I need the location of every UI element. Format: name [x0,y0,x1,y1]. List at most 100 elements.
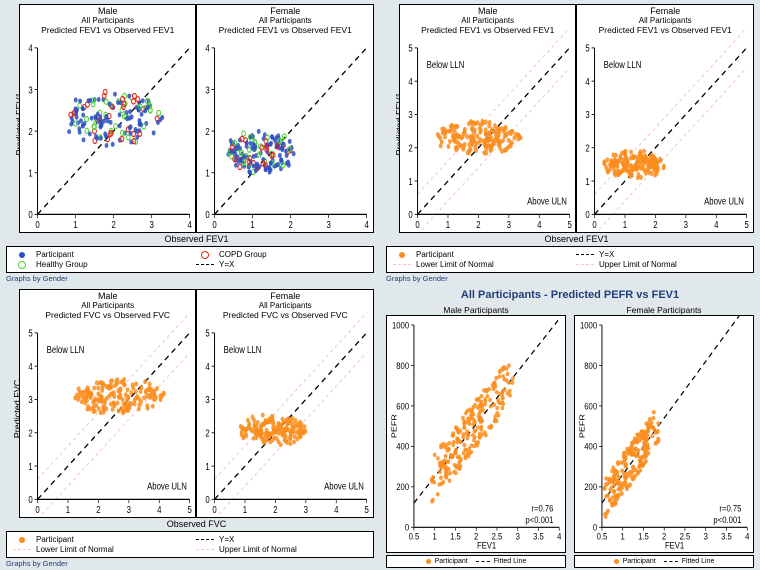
svg-text:4: 4 [206,361,210,372]
legend-item: Lower Limit of Normal [393,260,564,269]
svg-text:400: 400 [584,441,597,452]
bl-note: Graphs by Gender [6,559,374,568]
svg-text:800: 800 [396,360,409,371]
svg-text:3: 3 [28,394,32,405]
svg-text:4: 4 [206,43,210,54]
legend-item: Y=X [196,260,367,269]
svg-text:1: 1 [586,176,590,187]
svg-text:PEFR: PEFR [577,414,586,438]
svg-text:2: 2 [274,504,278,515]
subplot: MaleAll ParticipantsPredicted FEV1 vs Ob… [399,4,577,233]
legend-label: Y=X [219,535,234,544]
svg-text:3: 3 [127,504,131,515]
br-title: All Participants - Predicted PEFR vs FEV… [386,289,754,301]
subplot: FemaleAll ParticipantsPredicted FEV1 vs … [576,4,754,233]
svg-text:1: 1 [243,504,247,515]
svg-text:1: 1 [206,168,210,179]
svg-text:3.5: 3.5 [721,531,732,542]
svg-text:1: 1 [28,168,32,179]
svg-text:Above ULN: Above ULN [705,195,745,206]
legend-item: Upper Limit of Normal [576,260,747,269]
svg-text:1: 1 [28,461,32,472]
svg-text:4: 4 [335,504,339,515]
svg-text:0: 0 [35,504,39,515]
subplot: FemaleAll ParticipantsPredicted FVC vs O… [196,289,374,518]
svg-text:4: 4 [537,219,541,230]
svg-text:0: 0 [35,219,39,230]
br-subpanel-title: Female Participants [574,305,754,315]
svg-text:4: 4 [557,531,562,542]
tr-legend: Participant Y=X Lower Limit of Normal Upper… [386,246,754,273]
svg-text:4: 4 [28,361,32,372]
subplot: FemaleAll ParticipantsPredicted FEV1 vs … [196,4,374,233]
svg-text:5: 5 [408,43,412,54]
svg-text:1: 1 [446,219,450,230]
subplot: MaleAll ParticipantsPredicted FEV1 vs Ob… [19,4,197,233]
svg-text:3: 3 [516,531,521,542]
svg-text:3: 3 [28,84,32,95]
tl-legend: Participant COPD Group Healthy Group Y=X [6,246,374,273]
svg-text:1.5: 1.5 [450,531,461,542]
svg-text:2: 2 [96,504,100,515]
svg-text:Below LLN: Below LLN [224,344,262,355]
svg-text:4: 4 [187,219,191,230]
br-subplot: 0.511.522.533.5402004006008001000r=0.76p… [386,315,566,553]
svg-text:2: 2 [28,428,32,439]
svg-text:5: 5 [745,219,749,230]
svg-text:PEFR: PEFR [389,414,398,438]
svg-text:5: 5 [28,328,32,339]
svg-text:2: 2 [289,219,293,230]
svg-text:4: 4 [28,43,32,54]
svg-text:5: 5 [567,219,571,230]
svg-text:600: 600 [396,401,409,412]
legend-label: Upper Limit of Normal [219,545,297,554]
legend-label: Participant [416,250,454,259]
svg-text:1: 1 [251,219,255,230]
tl-xlabel: Observed FEV1 [19,234,374,244]
svg-text:1: 1 [623,219,627,230]
svg-text:2: 2 [476,219,480,230]
svg-text:r=0.75: r=0.75 [719,503,741,514]
br-subplot: 0.511.522.533.5402004006008001000r=0.75p… [574,315,754,553]
br-small-legend: ParticipantFitted Line [574,555,754,568]
svg-text:4: 4 [586,76,590,87]
legend-label: Participant [36,535,74,544]
legend-label: Lower Limit of Normal [416,260,494,269]
svg-text:600: 600 [584,401,597,412]
svg-text:3: 3 [704,531,709,542]
svg-text:3: 3 [304,504,308,515]
br-subpanel-title: Male Participants [386,305,566,315]
svg-text:5: 5 [206,328,210,339]
svg-text:4: 4 [157,504,161,515]
svg-text:3: 3 [206,84,210,95]
svg-text:p<0.001: p<0.001 [713,514,741,525]
legend-item: Participant [393,250,564,259]
svg-text:3: 3 [149,219,153,230]
svg-text:0.5: 0.5 [597,531,608,542]
svg-text:0: 0 [586,209,590,220]
svg-text:0: 0 [408,209,412,220]
legend-label: Y=X [599,250,614,259]
panel-tr: Predicted FEV1 MaleAll ParticipantsPredi… [380,0,760,285]
legend-label: Participant [36,250,74,259]
legend-item: Participant [13,250,184,259]
svg-text:3: 3 [507,219,511,230]
svg-text:Below LLN: Below LLN [427,59,465,70]
legend-label: COPD Group [219,250,267,259]
svg-text:Below LLN: Below LLN [604,59,642,70]
legend-item: Healthy Group [13,260,184,269]
legend-item: Y=X [196,535,367,544]
figure-grid: Predicted FEV1 MaleAll ParticipantsPredi… [0,0,760,570]
svg-text:2: 2 [111,219,115,230]
svg-text:3: 3 [327,219,331,230]
legend-item: Upper Limit of Normal [196,545,367,554]
svg-text:1.5: 1.5 [638,531,649,542]
svg-text:Below LLN: Below LLN [47,344,85,355]
panel-tl: Predicted FEV1 MaleAll ParticipantsPredi… [0,0,380,285]
svg-text:5: 5 [586,43,590,54]
svg-text:1: 1 [433,531,438,542]
panel-br: All Participants - Predicted PEFR vs FEV… [380,285,760,570]
svg-text:p<0.001: p<0.001 [525,514,553,525]
svg-text:800: 800 [584,360,597,371]
svg-text:0: 0 [206,494,210,505]
